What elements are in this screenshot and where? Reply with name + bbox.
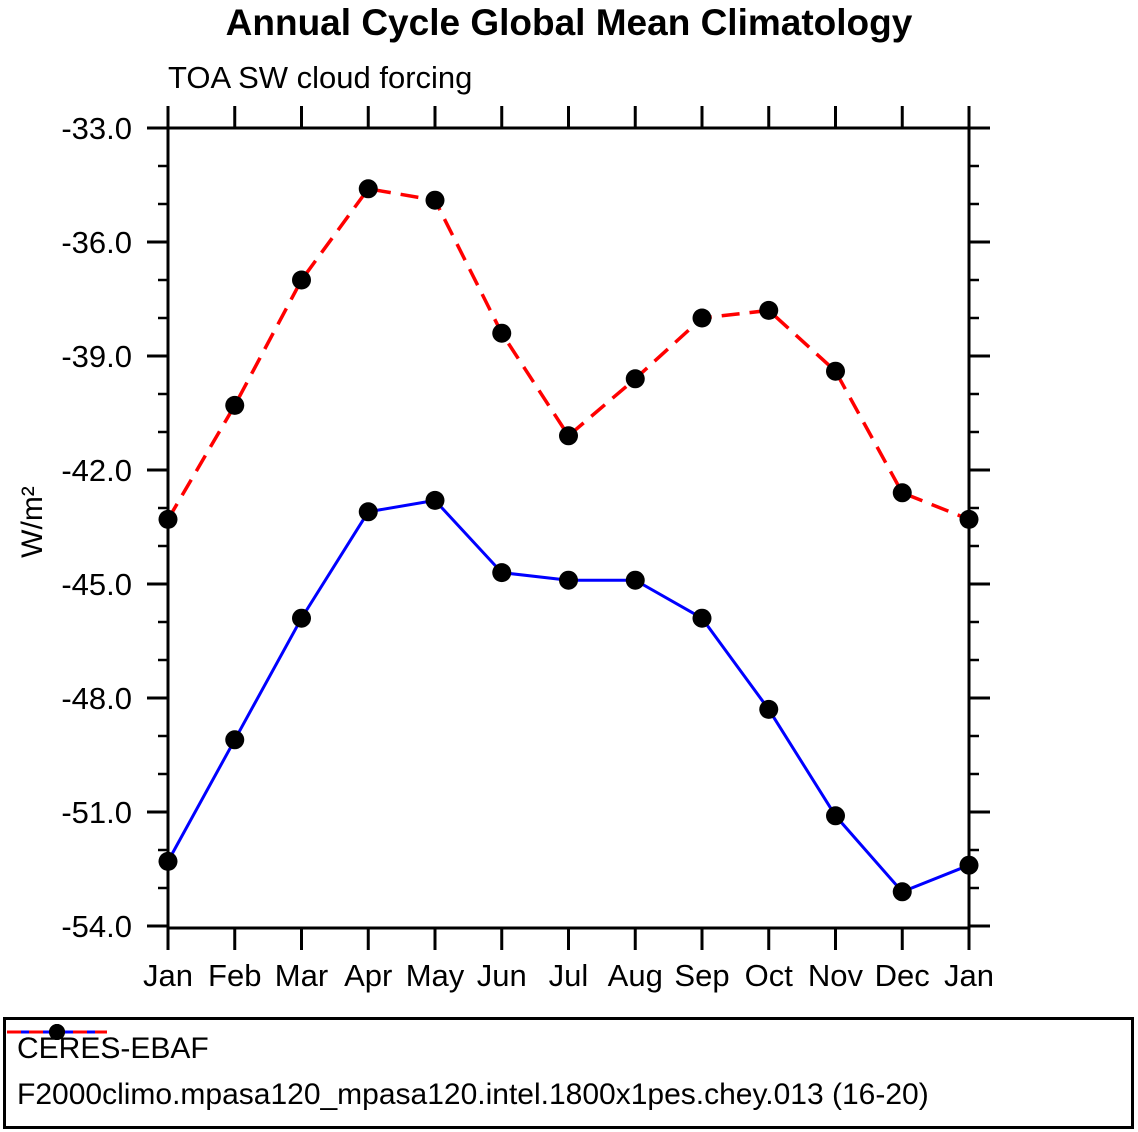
data-point-marker [425, 190, 445, 210]
plot-area: -33.0 -36.0 -39.0 -42.0 -45.0 -48.0 -51.0 -54.0… [61, 106, 994, 993]
x-tick-label: Mar [275, 958, 328, 993]
y-tick-label: -51.0 [61, 795, 132, 830]
data-point-marker [759, 300, 779, 320]
x-tick-label: May [406, 958, 465, 993]
y-tick-label: -33.0 [61, 111, 132, 146]
legend-item-f2000climo: F2000climo.mpasa120_mpasa120.intel.1800x… [7, 1024, 1131, 1118]
x-tick-label: Jan [944, 958, 994, 993]
data-point-marker [225, 730, 245, 750]
chart-subtitle: TOA SW cloud forcing [168, 60, 473, 95]
data-point-marker [559, 426, 578, 446]
data-point-marker [892, 882, 912, 902]
x-tick-label: Jan [143, 958, 193, 993]
data-point-marker [225, 395, 245, 415]
data-point-marker [892, 483, 912, 503]
x-tick-label: Feb [208, 958, 261, 993]
x-tick-label: Jul [549, 958, 589, 993]
data-point-marker [158, 851, 178, 871]
data-point-marker [292, 270, 311, 290]
y-tick-label: -36.0 [61, 225, 132, 260]
y-tick-label: -45.0 [61, 567, 132, 602]
y-tick-label: -54.0 [61, 909, 132, 944]
x-tick-label: Nov [808, 958, 864, 993]
x-tick-label: Apr [344, 958, 392, 993]
x-tick-label: Aug [608, 958, 663, 993]
data-point-marker [492, 323, 512, 343]
x-tick-label: Oct [745, 958, 794, 993]
data-point-marker [492, 563, 512, 583]
series-line [166, 498, 970, 894]
series-line [166, 186, 970, 522]
legend-box: CERES-EBAF F2000climo.mpasa120_mpasa120.… [3, 1017, 1134, 1129]
data-point-marker [625, 369, 645, 389]
data-point-marker [358, 179, 378, 199]
x-tick-label: Dec [875, 958, 930, 993]
y-tick-label: -48.0 [61, 681, 132, 716]
data-point-marker [959, 855, 979, 875]
data-point-marker [425, 490, 445, 510]
data-point-marker [826, 361, 845, 381]
legend-item-ceres-ebaf: CERES-EBAF [7, 1024, 1131, 1072]
data-point-marker [559, 570, 578, 590]
data-point-marker [158, 509, 178, 529]
data-point-marker [959, 509, 979, 529]
y-tick-label: -42.0 [61, 453, 132, 488]
data-point-marker [625, 570, 645, 590]
x-tick-label: Jun [477, 958, 527, 993]
data-point-marker [759, 699, 779, 719]
data-point-marker [692, 308, 712, 328]
chart-title: Annual Cycle Global Mean Climatology [225, 2, 913, 43]
data-point-marker [292, 608, 311, 628]
data-point-marker [692, 608, 712, 628]
x-tick-label: Sep [674, 958, 729, 993]
y-tick-label: -39.0 [61, 339, 132, 374]
legend-line-dashed-sample [7, 1024, 107, 1040]
data-point-marker [826, 806, 845, 826]
legend-label-ceres-ebaf: CERES-EBAF [17, 1032, 209, 1065]
data-point-marker [358, 502, 378, 522]
legend-label-f2000climo: F2000climo.mpasa120_mpasa120.intel.1800x… [17, 1078, 929, 1111]
